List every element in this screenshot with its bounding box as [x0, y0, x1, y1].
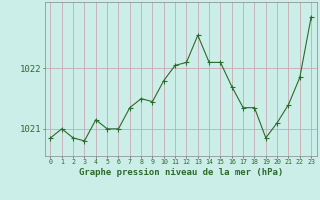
X-axis label: Graphe pression niveau de la mer (hPa): Graphe pression niveau de la mer (hPa) [79, 168, 283, 177]
